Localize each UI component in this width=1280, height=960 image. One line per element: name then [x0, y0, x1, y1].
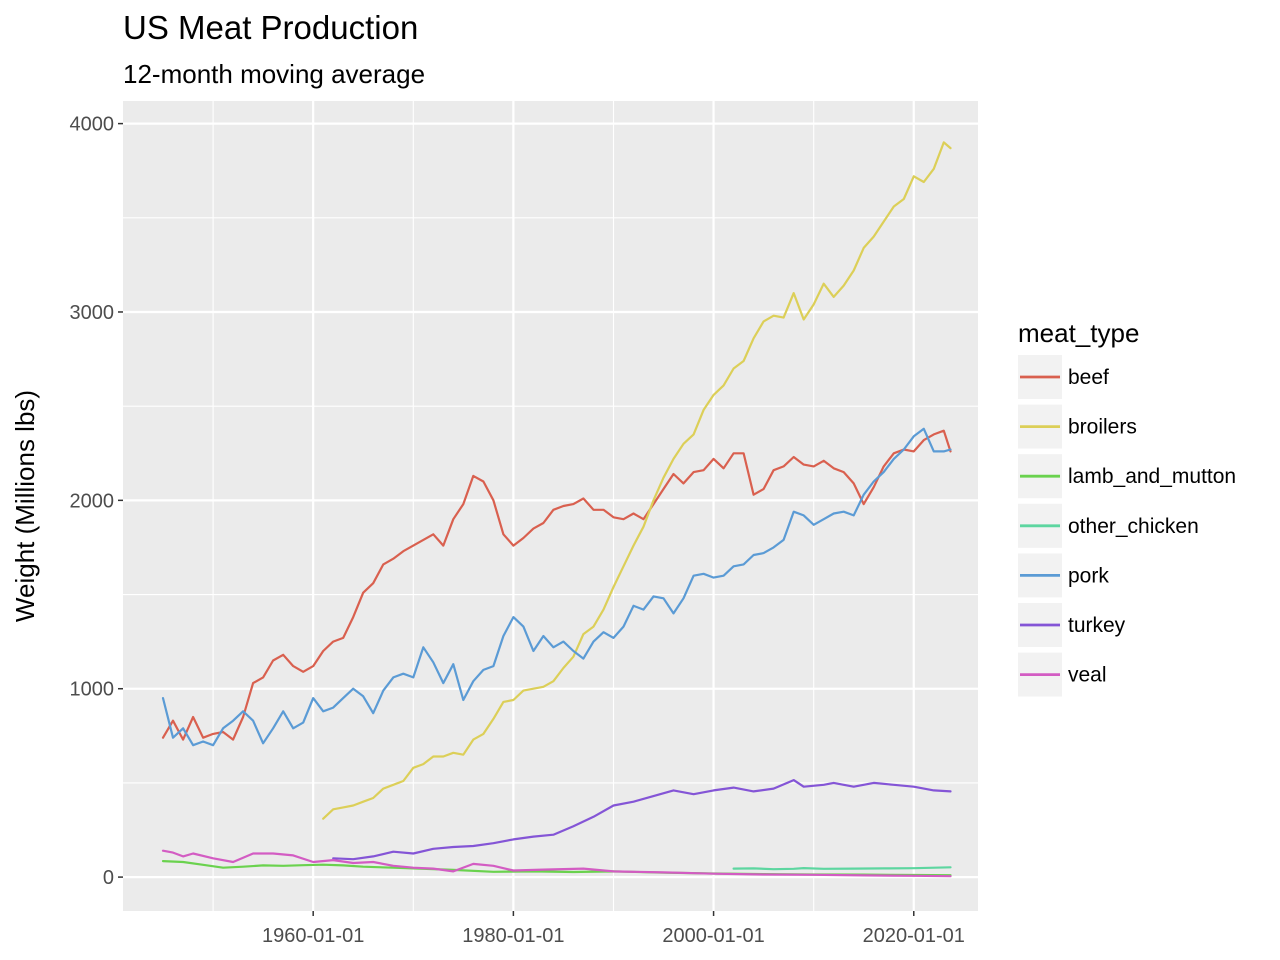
legend-label: pork: [1068, 564, 1109, 587]
series-line-other-chicken: [732, 866, 952, 871]
legend-item-broilers: broilers: [1018, 404, 1137, 449]
series-line-veal: [161, 849, 952, 878]
y-tick-label: 0: [103, 867, 114, 889]
legend-item-beef: beef: [1018, 355, 1109, 399]
chart-title: US Meat Production: [123, 9, 418, 46]
legend-item-pork: pork: [1018, 553, 1109, 598]
legend-item-other-chicken: other_chicken: [1018, 503, 1199, 548]
series-lines: [161, 141, 952, 878]
y-tick-label: 1000: [70, 679, 115, 701]
legend-item-veal: veal: [1018, 652, 1107, 697]
legend: meat_type beef broilers lamb_and_muttonoth…: [1018, 318, 1236, 697]
legend-item-lamb-and-mutton: lamb_and_mutton: [1018, 454, 1236, 499]
chart-subtitle: 12-month moving average: [123, 59, 425, 89]
x-tick-label: 1960-01-01: [262, 925, 364, 947]
y-tick-label: 2000: [70, 490, 115, 512]
legend-label: broilers: [1068, 416, 1137, 439]
y-tick-label: 4000: [70, 114, 115, 136]
grid-lines: [123, 101, 978, 911]
y-tick-label: 3000: [70, 302, 115, 324]
y-axis-title: Weight (Millions lbs): [10, 390, 40, 622]
legend-label: other_chicken: [1068, 515, 1199, 538]
legend-label: lamb_and_mutton: [1068, 465, 1236, 488]
x-axis: 1960-01-01 1980-01-01 2000-01-01 2020-01-01: [262, 911, 965, 947]
legend-label: veal: [1068, 664, 1107, 687]
legend-item-turkey: turkey: [1018, 603, 1126, 647]
legend-label: turkey: [1068, 614, 1126, 637]
legend-label: beef: [1068, 366, 1109, 389]
series-line-turkey: [332, 779, 952, 861]
series-line-beef: [161, 429, 952, 741]
y-axis: 0 1000 2000 3000 4000: [70, 114, 123, 889]
x-tick-label: 2020-01-01: [863, 925, 965, 947]
series-line-broilers: [322, 141, 952, 820]
plot-panel: [123, 101, 978, 911]
x-tick-label: 2000-01-01: [662, 925, 764, 947]
series-line-pork: [161, 427, 952, 747]
legend-title: meat_type: [1018, 318, 1139, 348]
x-tick-label: 1980-01-01: [462, 925, 564, 947]
